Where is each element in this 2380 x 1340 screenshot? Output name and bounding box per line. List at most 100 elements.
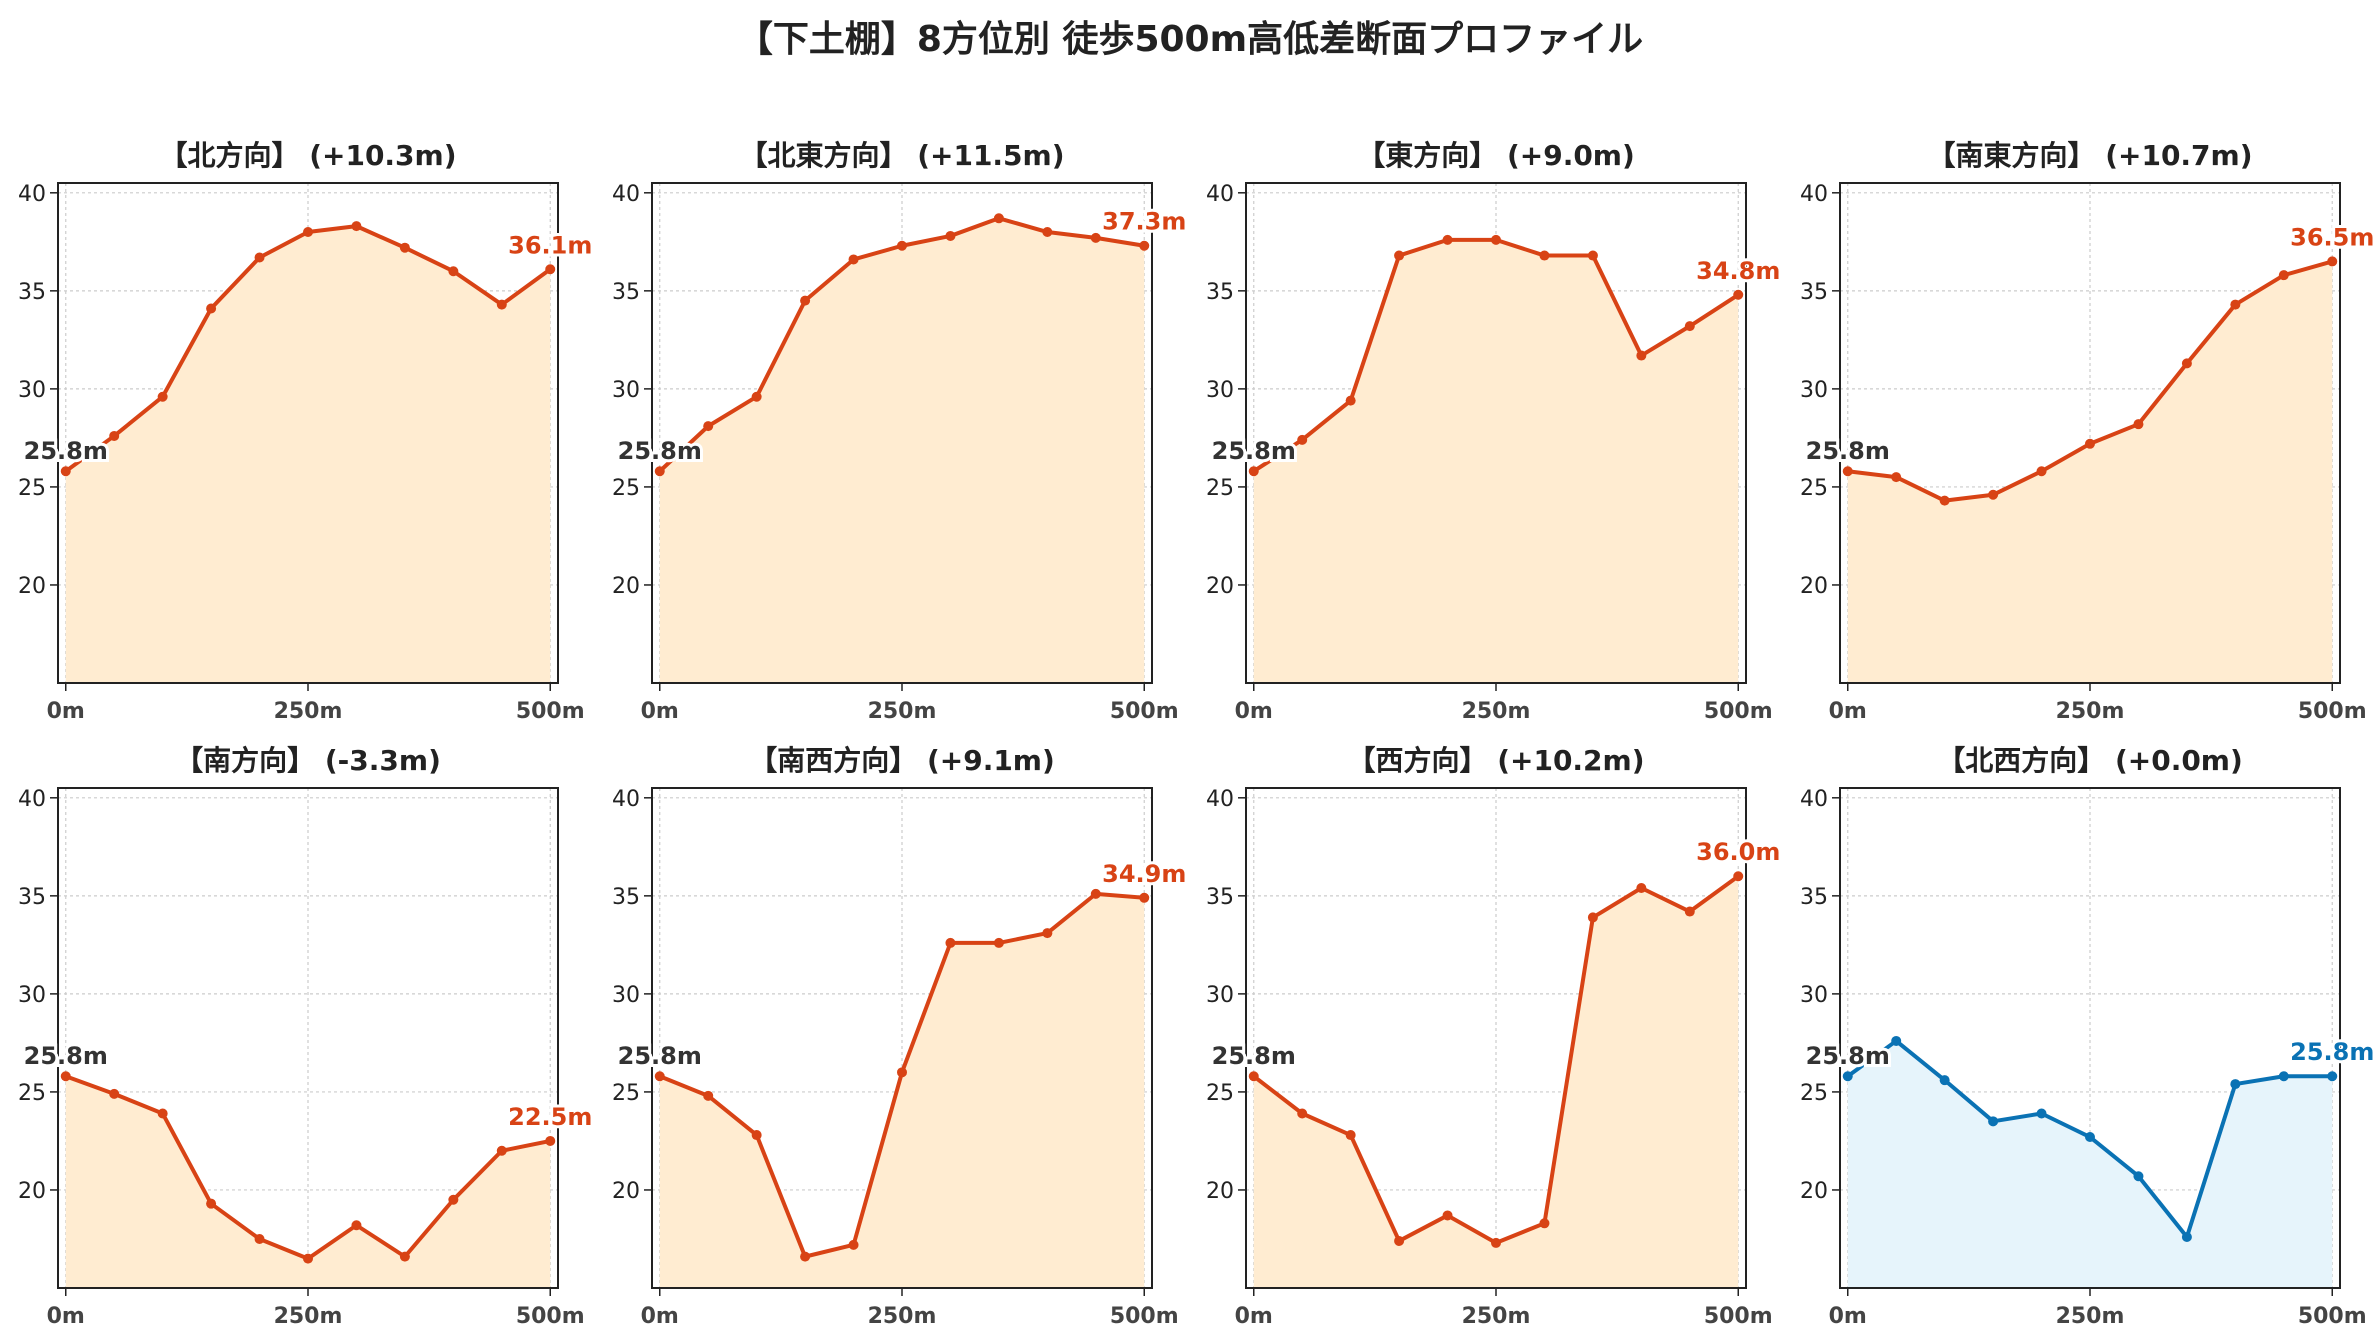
data-point — [1939, 1075, 1950, 1086]
data-point — [1988, 1116, 1999, 1127]
y-tick-label: 30 — [1800, 983, 1828, 1008]
data-point — [1442, 1210, 1453, 1221]
data-point — [351, 221, 362, 232]
start-value-label: 25.8m — [1212, 437, 1296, 465]
x-tick-label: 250m — [868, 1304, 937, 1329]
y-tick-label: 20 — [612, 574, 640, 599]
data-point — [303, 1253, 313, 1264]
x-tick-label: 250m — [2056, 1304, 2125, 1329]
x-tick-label: 500m — [516, 1304, 585, 1329]
x-tick-label: 0m — [1829, 1304, 1867, 1329]
x-tick-label: 0m — [47, 699, 85, 724]
y-tick-label: 30 — [18, 378, 46, 403]
y-tick-label: 20 — [18, 574, 46, 599]
area-fill — [1847, 261, 2333, 683]
data-point — [848, 1239, 859, 1250]
data-point — [1939, 495, 1950, 506]
data-point — [1139, 892, 1150, 903]
data-point — [1442, 234, 1453, 245]
start-value-label: 25.8m — [24, 1042, 108, 1070]
start-value-label: 25.8m — [618, 1042, 702, 1070]
x-tick-label: 250m — [274, 1304, 343, 1329]
data-point — [1636, 883, 1647, 893]
y-tick-label: 30 — [612, 983, 640, 1008]
area-fill — [659, 893, 1145, 1288]
data-point — [1988, 489, 1999, 500]
y-tick-label: 35 — [612, 885, 640, 910]
y-tick-label: 20 — [1800, 574, 1828, 599]
subplot-title: 【北西方向】 (+0.0m) — [1937, 744, 2243, 777]
data-point — [848, 254, 859, 265]
data-point — [2230, 299, 2241, 310]
subplot-title: 【南西方向】 (+9.1m) — [749, 744, 1055, 777]
data-point — [109, 430, 120, 441]
data-point — [1539, 1218, 1550, 1229]
y-tick-label: 30 — [1206, 378, 1234, 403]
y-tick-label: 40 — [612, 182, 640, 207]
data-point — [2133, 419, 2144, 430]
subplot-2: 【東方向】 (+9.0m) 20 25 30 35 40 0m 250m 500m 25.8m 34… — [1206, 139, 1783, 724]
data-point — [1394, 1235, 1405, 1246]
area-fill — [65, 226, 551, 683]
figure-title: 【下土棚】8方位別 徒歩500m高低差断面プロファイル — [736, 19, 1644, 60]
end-value-label: 34.9m — [1102, 860, 1186, 888]
y-tick-label: 20 — [18, 1179, 46, 1204]
data-point — [897, 1067, 907, 1078]
y-tick-label: 25 — [612, 1081, 640, 1106]
x-tick-label: 0m — [1829, 699, 1867, 724]
y-tick-label: 35 — [1206, 280, 1234, 305]
start-value-label: 25.8m — [1212, 1042, 1296, 1070]
data-point — [993, 937, 1004, 948]
data-point — [1891, 472, 1902, 483]
x-tick-label: 500m — [2298, 1304, 2367, 1329]
y-tick-label: 40 — [18, 182, 46, 207]
data-point — [1491, 234, 1501, 245]
data-point — [399, 242, 410, 253]
subplot-7: 【北西方向】 (+0.0m) 20 25 30 35 40 0m 250m 500m 25.8m 2… — [1800, 744, 2377, 1329]
x-tick-label: 250m — [868, 699, 937, 724]
data-point — [1248, 466, 1259, 477]
data-point — [448, 266, 459, 277]
data-point — [1090, 888, 1101, 899]
data-point — [1842, 1071, 1853, 1082]
data-point — [2278, 1071, 2289, 1082]
y-tick-label: 30 — [18, 983, 46, 1008]
x-tick-label: 500m — [1110, 699, 1179, 724]
y-tick-label: 25 — [1800, 476, 1828, 501]
x-tick-label: 250m — [1462, 699, 1531, 724]
x-tick-label: 500m — [2298, 699, 2367, 724]
data-point — [545, 264, 556, 275]
y-tick-label: 25 — [1800, 1081, 1828, 1106]
data-point — [109, 1088, 120, 1099]
y-tick-label: 35 — [1206, 885, 1234, 910]
x-tick-label: 500m — [1110, 1304, 1179, 1329]
subplot-4: 【南方向】 (-3.3m) 20 25 30 35 40 0m 250m 500m 25.8m 22… — [18, 744, 595, 1329]
data-point — [2133, 1171, 2144, 1182]
data-point — [1394, 250, 1405, 261]
subplot-title: 【北東方向】 (+11.5m) — [739, 139, 1064, 172]
data-point — [1090, 232, 1101, 243]
data-point — [1684, 321, 1695, 332]
data-point — [945, 937, 956, 948]
data-point — [2085, 1132, 2095, 1143]
data-point — [206, 1198, 217, 1209]
y-tick-label: 30 — [1800, 378, 1828, 403]
data-point — [496, 1145, 507, 1156]
start-value-label: 25.8m — [1806, 437, 1890, 465]
x-tick-label: 500m — [516, 699, 585, 724]
x-tick-label: 500m — [1704, 699, 1773, 724]
area-fill — [659, 218, 1145, 683]
data-point — [654, 466, 665, 477]
data-point — [1248, 1071, 1259, 1082]
y-tick-label: 25 — [1206, 476, 1234, 501]
y-tick-label: 25 — [612, 476, 640, 501]
data-point — [2278, 270, 2289, 281]
y-tick-label: 25 — [1206, 1081, 1234, 1106]
y-tick-label: 35 — [18, 280, 46, 305]
y-tick-label: 20 — [1206, 574, 1234, 599]
data-point — [1733, 871, 1744, 882]
data-point — [2181, 358, 2192, 369]
data-point — [897, 240, 907, 251]
